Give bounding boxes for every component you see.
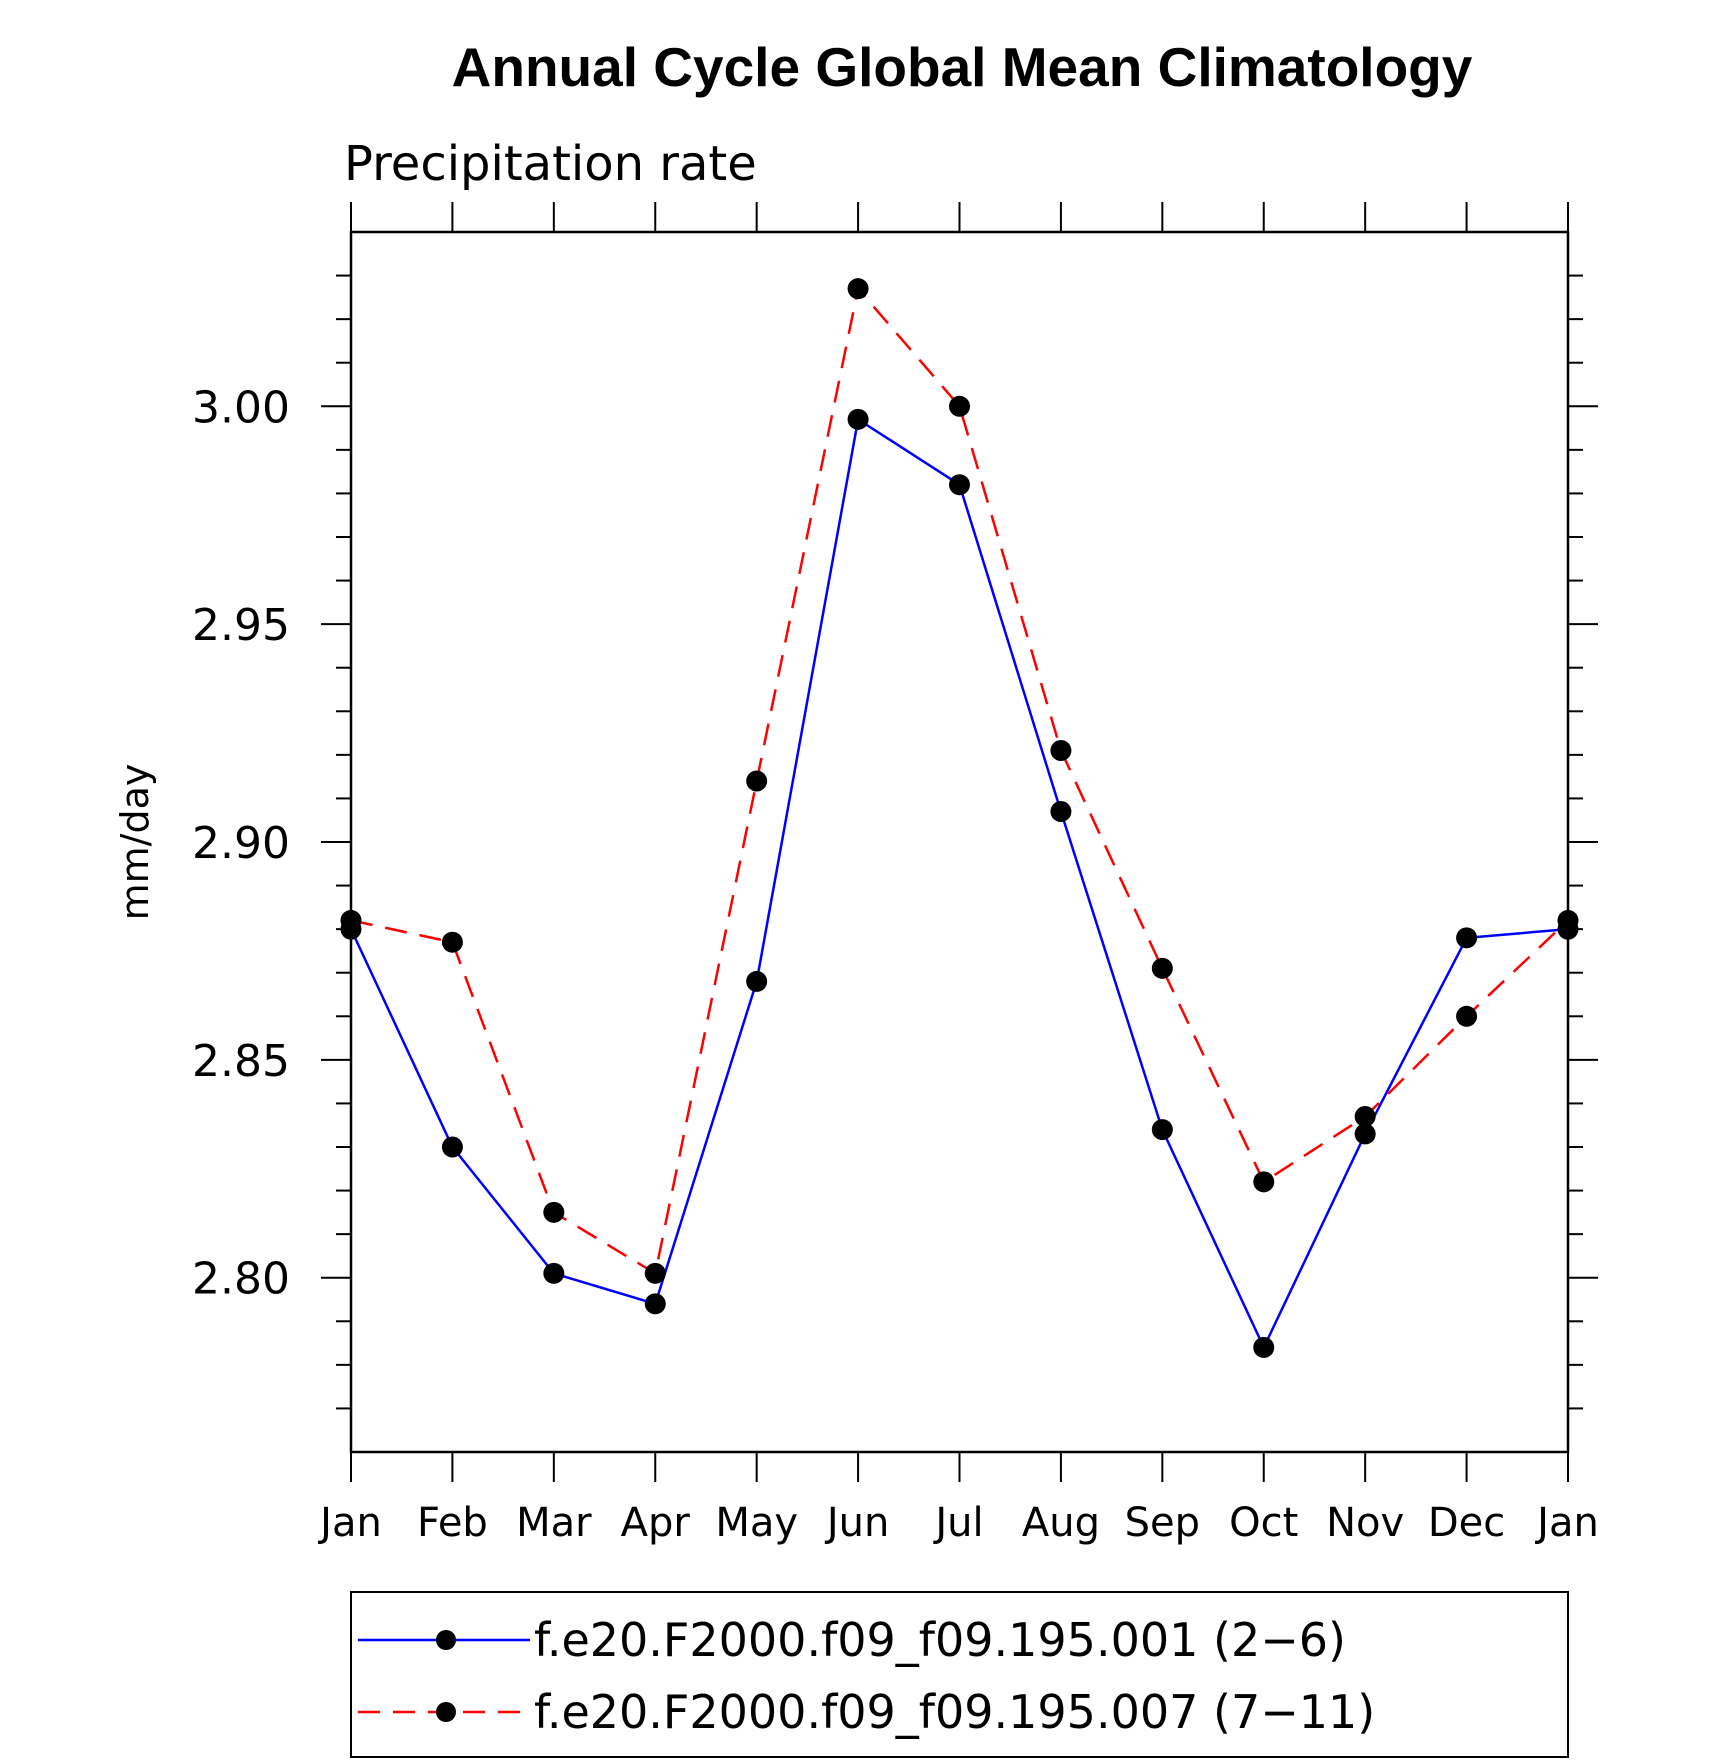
legend: f.e20.F2000.f09_f09.195.001 (2−6) f.e20.… — [350, 1591, 1569, 1758]
x-tick-label: Oct — [1229, 1500, 1298, 1546]
series-2-point — [1151, 957, 1173, 979]
y-tick-label: 2.95 — [192, 600, 290, 651]
series-2-point — [746, 770, 768, 792]
series-2-point — [1050, 740, 1072, 761]
series-2-point — [340, 909, 362, 931]
series-1-point — [746, 970, 768, 992]
legend-marker-series-1 — [436, 1630, 456, 1650]
chart-subtitle: Precipitation rate — [344, 136, 757, 192]
series-2-point — [441, 931, 463, 953]
y-tick-label: 2.90 — [192, 818, 290, 869]
y-axis-label: mm/day — [113, 764, 157, 921]
legend-label-series-1: f.e20.F2000.f09_f09.195.001 (2−6) — [534, 1613, 1346, 1667]
x-tick-label: May — [715, 1500, 798, 1546]
series-1-point — [543, 1262, 565, 1284]
axes: Jan Feb Mar Apr May Jun Jul Aug Sep Oct Nov Dec Jan 2… — [192, 202, 1599, 1546]
series-2-point — [847, 278, 869, 300]
series-2-point — [644, 1262, 666, 1284]
series-1-point — [1050, 801, 1072, 822]
series-1-point — [949, 474, 970, 496]
x-tick-label: Jun — [824, 1500, 890, 1546]
series-line-1 — [349, 418, 1569, 1349]
series-1-point — [1151, 1119, 1173, 1141]
x-tick-label: Dec — [1428, 1500, 1505, 1546]
y-tick-label: 3.00 — [192, 382, 290, 433]
y-tick-label: 2.80 — [192, 1254, 290, 1305]
legend-box — [350, 1591, 1569, 1758]
series-2-point — [1456, 1005, 1478, 1027]
series-1-point — [1253, 1336, 1275, 1358]
legend-label-series-2: f.e20.F2000.f09_f09.195.007 (7−11) — [534, 1685, 1375, 1739]
series-line-2 — [350, 287, 1569, 1275]
x-tick-label: Jan — [1534, 1500, 1599, 1546]
series-1-point — [441, 1136, 463, 1158]
series-2-point — [543, 1201, 565, 1223]
series-1-point — [1354, 1123, 1376, 1145]
series-1-point — [1456, 927, 1478, 949]
series-1-point — [644, 1293, 666, 1315]
y-tick-label: 2.85 — [192, 1036, 290, 1087]
series-layer — [340, 278, 1579, 1358]
chart-title: Annual Cycle Global Mean Climatology — [452, 36, 1473, 98]
series-1-point — [847, 408, 869, 430]
x-tick-label: Feb — [417, 1500, 488, 1546]
x-tick-label: Sep — [1125, 1500, 1200, 1546]
x-tick-label: Apr — [621, 1500, 691, 1546]
series-2-point — [1557, 909, 1579, 931]
x-tick-label: Jan — [317, 1500, 382, 1546]
x-tick-label: Nov — [1326, 1500, 1404, 1546]
x-tick-label: Jul — [932, 1500, 983, 1546]
x-tick-label: Aug — [1022, 1500, 1100, 1546]
x-tick-label: Mar — [516, 1500, 592, 1546]
series-2-point — [949, 395, 970, 417]
series-2-point — [1354, 1106, 1376, 1127]
series-2-point — [1253, 1171, 1275, 1193]
legend-marker-series-2 — [436, 1702, 456, 1722]
